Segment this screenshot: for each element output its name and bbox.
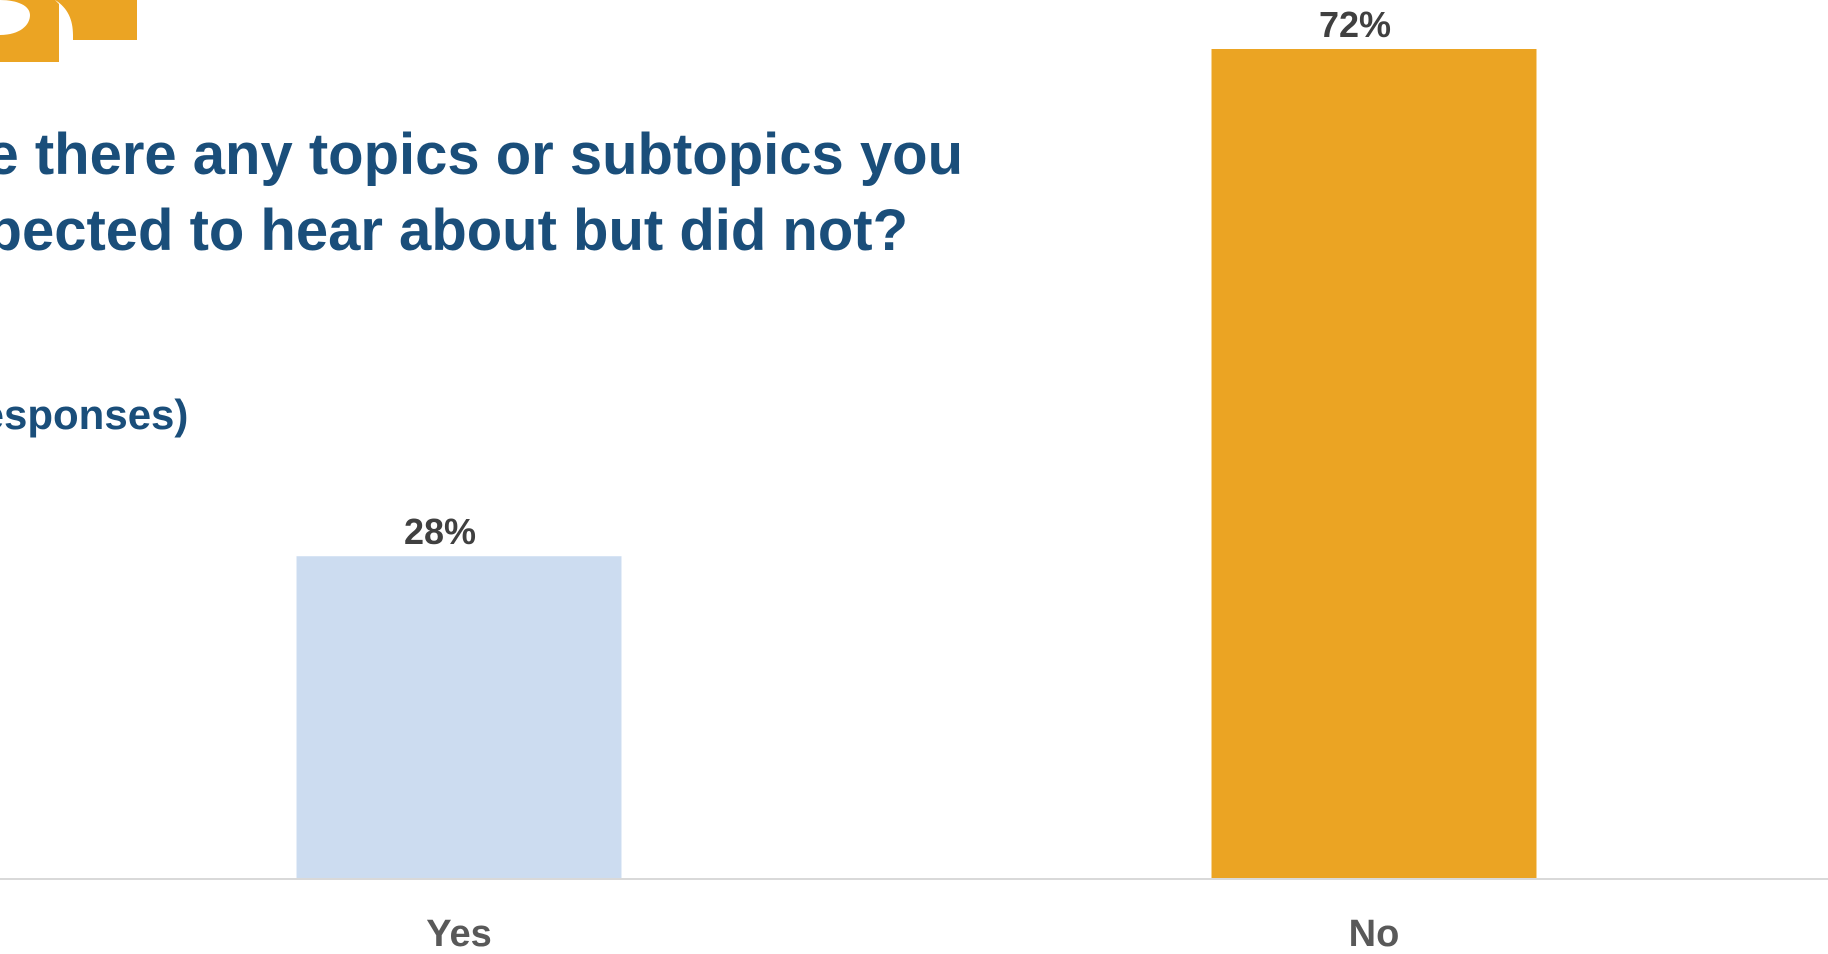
logo-icon: [0, 0, 137, 62]
question-title-line-2: expected to hear about but did not?: [0, 198, 908, 263]
bar-no: [1211, 49, 1537, 879]
question-title-line-1: Are there any topics or subtopics you: [0, 122, 963, 187]
data-label-no: 72%: [1319, 4, 1391, 45]
labels-layer: 28% Yes 72% No: [404, 4, 1399, 954]
bars-layer: [296, 49, 1537, 879]
data-label-yes: 28%: [404, 511, 476, 552]
bar-yes: [296, 556, 622, 879]
response-note: (% of responses): [0, 391, 189, 438]
category-label-no: No: [1349, 913, 1400, 954]
category-label-yes: Yes: [426, 913, 492, 954]
question-title: Are there any topics or subtopics you ex…: [0, 117, 963, 269]
